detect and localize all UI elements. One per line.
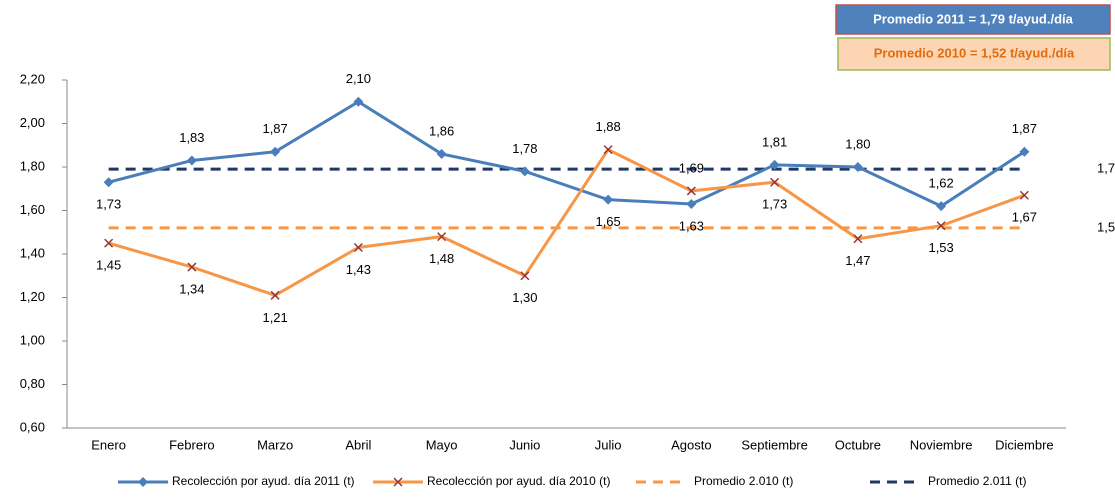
legend-label: Promedio 2.010 (t) — [694, 474, 793, 488]
data-label: 1,21 — [262, 310, 287, 325]
series-line — [108, 99, 1026, 208]
x-tick-label: Diciembre — [995, 437, 1054, 452]
data-label: 1,34 — [179, 281, 204, 296]
marker — [353, 242, 363, 253]
marker — [770, 177, 780, 187]
series-line — [108, 147, 1025, 297]
data-label: 1,69 — [679, 160, 704, 175]
y-tick-label: 1,40 — [20, 245, 45, 260]
y-tick-label: 2,20 — [20, 71, 45, 86]
data-label: 1,78 — [512, 141, 537, 156]
data-label: 1,80 — [845, 136, 870, 151]
y-tick-label: 1,20 — [20, 289, 45, 304]
x-tick-label: Abril — [345, 437, 371, 452]
marker — [686, 198, 697, 209]
legend-label: Recolección por ayud. día 2010 (t) — [427, 474, 610, 488]
x-tick-label: Enero — [91, 437, 126, 452]
data-label: 1,52 — [1097, 219, 1115, 234]
legend-marker — [138, 477, 148, 487]
data-label: 1,48 — [429, 251, 454, 266]
legend-label: Recolección por ayud. día 2011 (t) — [172, 474, 355, 488]
marker — [852, 162, 863, 172]
data-label: 1,73 — [762, 197, 787, 212]
data-label: 1,87 — [1012, 121, 1037, 136]
marker — [769, 159, 780, 170]
data-label: 1,62 — [928, 176, 953, 191]
marker — [936, 201, 947, 212]
data-label: 1,43 — [346, 262, 371, 277]
data-label: 1,63 — [679, 218, 704, 233]
data-label: 1,53 — [928, 240, 953, 255]
annotation: Promedio 2011 = 1,79 t/ayud./día — [873, 11, 1074, 26]
marker — [270, 146, 281, 157]
marker — [353, 96, 364, 107]
y-tick-label: 0,80 — [20, 376, 45, 391]
marker — [936, 221, 946, 231]
marker — [519, 166, 530, 177]
marker — [520, 271, 530, 281]
x-tick-label: Mayo — [426, 437, 458, 452]
x-tick-label: Octubre — [835, 437, 881, 452]
data-label: 1,47 — [845, 253, 870, 268]
x-tick-label: Septiembre — [741, 437, 807, 452]
y-tick-label: 1,80 — [20, 158, 45, 173]
marker — [103, 177, 114, 188]
legend-marker — [393, 477, 403, 487]
legend-label: Promedio 2.011 (t) — [928, 474, 1027, 488]
x-tick-label: Marzo — [257, 437, 293, 452]
marker — [437, 232, 447, 242]
marker — [270, 290, 280, 300]
marker — [603, 145, 613, 155]
x-tick-label: Julio — [595, 437, 622, 452]
data-label: 1,30 — [512, 290, 537, 305]
x-tick-label: Febrero — [169, 437, 215, 452]
data-label: 1,45 — [96, 258, 121, 273]
data-label: 1,73 — [96, 197, 121, 212]
marker — [186, 155, 197, 166]
marker — [603, 194, 614, 205]
data-label: 1,87 — [262, 121, 287, 136]
annotation-box — [837, 37, 1111, 71]
data-label: 1,88 — [595, 119, 620, 134]
x-tick-label: Noviembre — [910, 437, 973, 452]
marker — [1019, 190, 1029, 200]
marker — [1019, 146, 1030, 157]
marker — [853, 234, 863, 244]
data-label: 2,10 — [346, 71, 371, 86]
y-tick-label: 2,00 — [20, 115, 45, 130]
data-label: 1,79 — [1097, 161, 1115, 176]
y-tick-label: 1,00 — [20, 332, 45, 347]
y-tick-label: 1,60 — [20, 202, 45, 217]
x-tick-label: Agosto — [671, 437, 711, 452]
data-label: 1,65 — [595, 214, 620, 229]
marker — [686, 186, 696, 196]
data-label: 1,86 — [429, 123, 454, 138]
data-label: 1,67 — [1012, 210, 1037, 225]
x-tick-label: Junio — [509, 437, 540, 452]
annotation-box — [835, 4, 1111, 35]
data-label: 1,81 — [762, 134, 787, 149]
annotation: Promedio 2010 = 1,52 t/ayud./día — [874, 45, 1075, 60]
marker — [436, 148, 447, 159]
marker — [187, 262, 197, 272]
data-label: 1,83 — [179, 130, 204, 145]
marker — [104, 238, 114, 248]
y-tick-label: 0,60 — [20, 419, 45, 434]
